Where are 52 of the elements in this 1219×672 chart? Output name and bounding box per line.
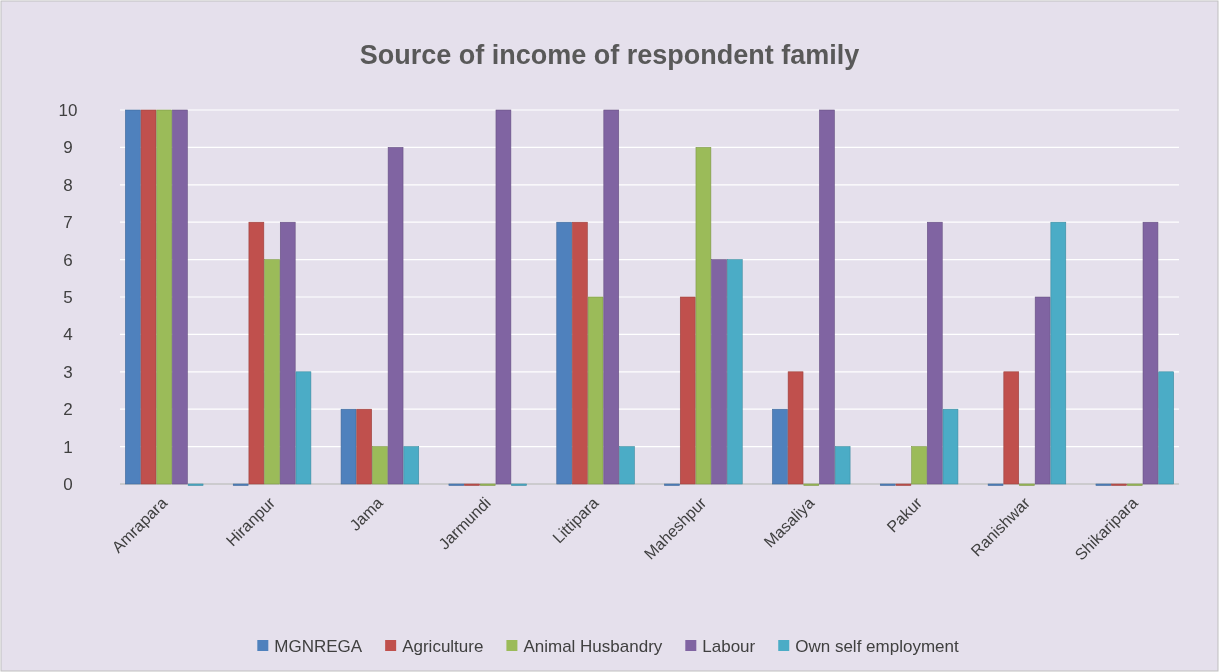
y-tick-label: 6 bbox=[63, 250, 73, 270]
y-tick-label: 8 bbox=[63, 175, 73, 195]
bar bbox=[942, 408, 959, 485]
bar bbox=[340, 408, 357, 485]
bar bbox=[772, 408, 788, 485]
bar bbox=[1003, 371, 1020, 485]
legend-label: Animal Husbandry bbox=[523, 636, 663, 656]
bar bbox=[619, 446, 635, 485]
legend-label: Labour bbox=[702, 636, 756, 656]
bar bbox=[125, 109, 141, 485]
bar bbox=[679, 296, 696, 485]
bar bbox=[927, 221, 943, 485]
bar bbox=[1034, 296, 1051, 485]
legend-label: MGNREGA bbox=[274, 636, 363, 656]
y-tick-label: 1 bbox=[63, 437, 73, 457]
bar bbox=[1050, 221, 1067, 485]
bar bbox=[140, 109, 157, 485]
bar bbox=[587, 296, 604, 485]
bar bbox=[156, 109, 172, 485]
bar bbox=[727, 259, 743, 485]
bar bbox=[695, 147, 712, 485]
bar bbox=[248, 221, 265, 485]
bar bbox=[603, 109, 620, 485]
legend-label: Agriculture bbox=[402, 636, 484, 656]
bar bbox=[403, 446, 420, 485]
y-tick-label: 2 bbox=[63, 400, 73, 420]
y-tick-label: 4 bbox=[63, 325, 73, 345]
bar bbox=[711, 259, 727, 485]
bar bbox=[1142, 221, 1159, 485]
bar bbox=[264, 259, 280, 485]
bar bbox=[1158, 371, 1174, 485]
bar bbox=[372, 446, 388, 485]
y-tick-label: 9 bbox=[63, 138, 73, 158]
y-tick-label: 5 bbox=[63, 287, 73, 307]
bar bbox=[572, 221, 588, 485]
bar bbox=[834, 446, 851, 485]
bar bbox=[787, 371, 804, 485]
bar bbox=[172, 109, 188, 485]
bar bbox=[819, 109, 835, 485]
bar bbox=[356, 408, 372, 485]
y-tick-label: 3 bbox=[63, 362, 73, 382]
y-tick-label: 10 bbox=[58, 100, 78, 120]
chart-title: Source of income of respondent family bbox=[359, 40, 860, 70]
bar bbox=[495, 109, 512, 485]
y-tick-label: 7 bbox=[63, 213, 73, 233]
legend-label: Own self employment bbox=[795, 636, 959, 656]
bar bbox=[295, 371, 312, 485]
bar bbox=[911, 446, 927, 485]
y-tick-label: 0 bbox=[63, 474, 73, 494]
bar bbox=[387, 147, 404, 485]
bar bbox=[556, 221, 572, 485]
bar bbox=[279, 221, 296, 485]
